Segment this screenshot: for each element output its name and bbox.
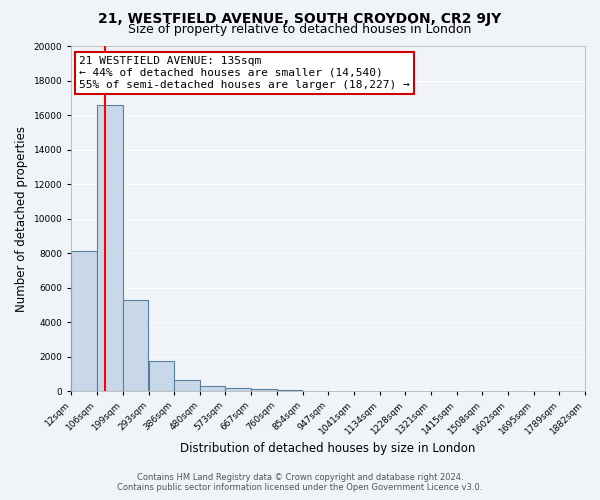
Text: 21 WESTFIELD AVENUE: 135sqm
← 44% of detached houses are smaller (14,540)
55% of: 21 WESTFIELD AVENUE: 135sqm ← 44% of det… [79,56,410,90]
Bar [200,386,226,392]
Bar [251,388,277,392]
Text: 21, WESTFIELD AVENUE, SOUTH CROYDON, CR2 9JY: 21, WESTFIELD AVENUE, SOUTH CROYDON, CR2… [98,12,502,26]
Y-axis label: Number of detached properties: Number of detached properties [15,126,28,312]
X-axis label: Distribution of detached houses by size in London: Distribution of detached houses by size … [181,442,476,455]
Bar [226,388,251,392]
Bar [174,380,200,392]
Text: Size of property relative to detached houses in London: Size of property relative to detached ho… [128,22,472,36]
Bar [71,250,97,392]
Bar [97,104,122,392]
Text: Contains HM Land Registry data © Crown copyright and database right 2024.
Contai: Contains HM Land Registry data © Crown c… [118,473,482,492]
Bar [149,361,174,392]
Bar [122,300,148,392]
Bar [277,390,302,392]
